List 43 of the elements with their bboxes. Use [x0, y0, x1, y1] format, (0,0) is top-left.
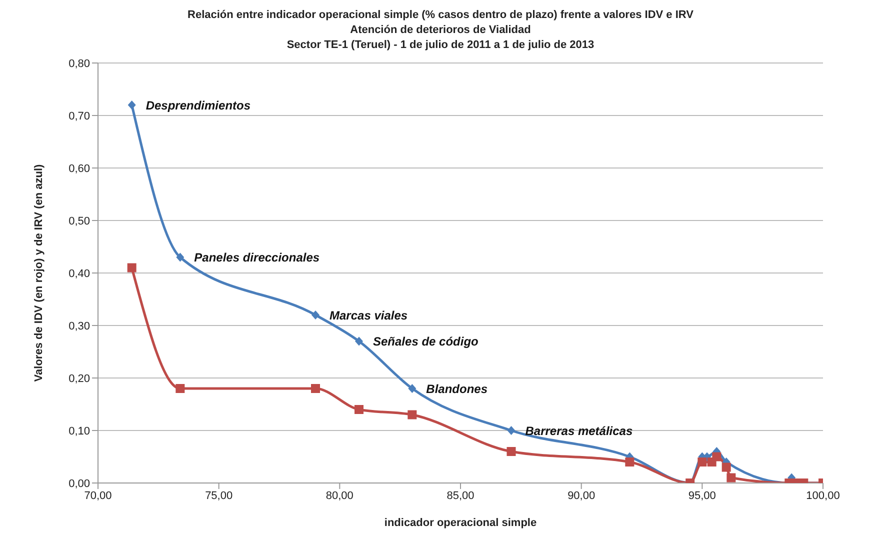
y-axis-title: Valores de IDV (en rojo) y de IRV (en azul): [32, 164, 45, 382]
point: [712, 452, 722, 462]
x-tick-label: 85,00: [446, 490, 474, 502]
point: [506, 447, 516, 456]
point: [354, 405, 364, 414]
y-tick-label: 0,40: [68, 268, 90, 280]
y-tick-label: 0,20: [68, 372, 90, 385]
point: [355, 336, 363, 346]
point: [312, 310, 320, 320]
point: [722, 462, 731, 472]
annotation: Señales de código: [373, 334, 478, 349]
x-tick-label: 80,00: [326, 490, 354, 502]
annotation: Desprendimientos: [146, 98, 251, 112]
x-tick-label: 100,00: [806, 490, 840, 502]
y-tick-label: 0,10: [68, 425, 90, 438]
chart-subtitle: Atención de deterioros de Vialidad Sector TE-1 (Teruel) - 1 de julio de 2011 a 1 de julio de 2013: [286, 23, 596, 53]
point: [311, 384, 320, 393]
annotation: Marcas viales: [330, 308, 408, 322]
point: [726, 473, 736, 482]
y-tick-label: 0,60: [68, 162, 90, 175]
point: [698, 458, 707, 466]
x-tick-label: 90,00: [568, 490, 596, 502]
x-tick-label: 95,00: [688, 490, 716, 502]
point: [625, 458, 634, 466]
y-tick-label: 0,70: [68, 110, 90, 122]
y-tick-label: 0,00: [68, 478, 90, 490]
point: [176, 252, 184, 262]
x-axis-title: indicador operacional simple: [384, 517, 537, 529]
point: [507, 426, 516, 435]
annotation: Barreras metálicas: [525, 424, 633, 438]
x-tick-label: 70,00: [84, 490, 112, 502]
y-tick-label: 0,30: [68, 320, 90, 332]
point: [176, 384, 185, 393]
point: [127, 263, 136, 272]
point: [128, 100, 136, 110]
point: [408, 410, 417, 420]
y-tick-label: 0,80: [68, 58, 90, 70]
point: [408, 384, 416, 393]
annotation: Paneles direccionales: [194, 250, 320, 265]
y-tick-label: 0,50: [68, 215, 90, 228]
annotation: Blandones: [426, 382, 488, 396]
x-tick-label: 75,00: [205, 490, 233, 502]
chart-title: Relación entre indicador operacional simple (% casos dentro de plazo) frente a valores IDV e IRV: [186, 8, 694, 23]
